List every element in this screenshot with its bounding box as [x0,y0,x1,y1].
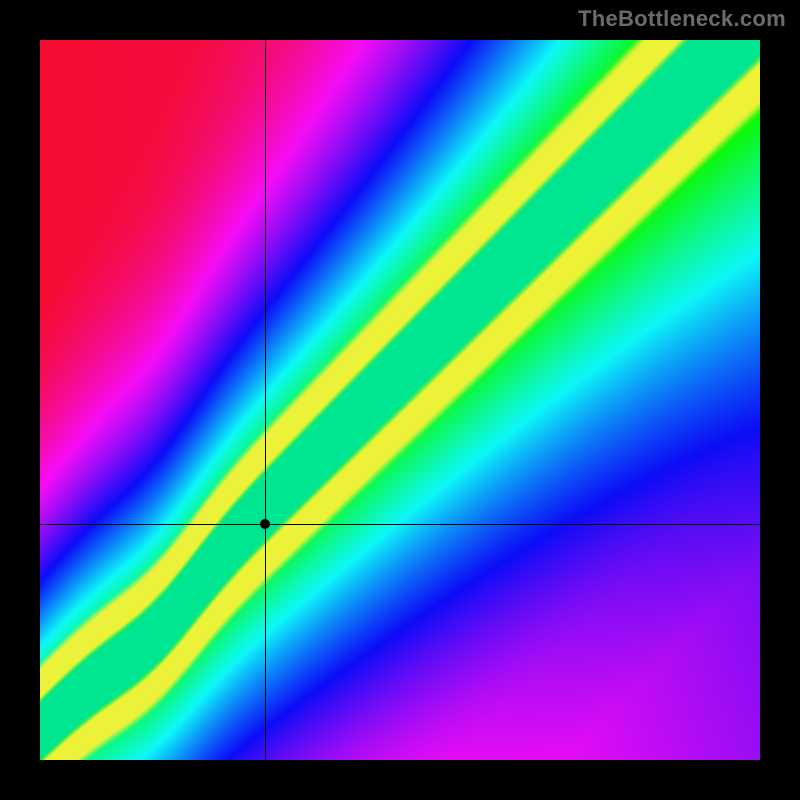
crosshair-marker [260,519,270,529]
heatmap-plot [40,40,760,760]
chart-frame: TheBottleneck.com [0,0,800,800]
heatmap-canvas [40,40,760,760]
watermark-label: TheBottleneck.com [578,6,786,32]
